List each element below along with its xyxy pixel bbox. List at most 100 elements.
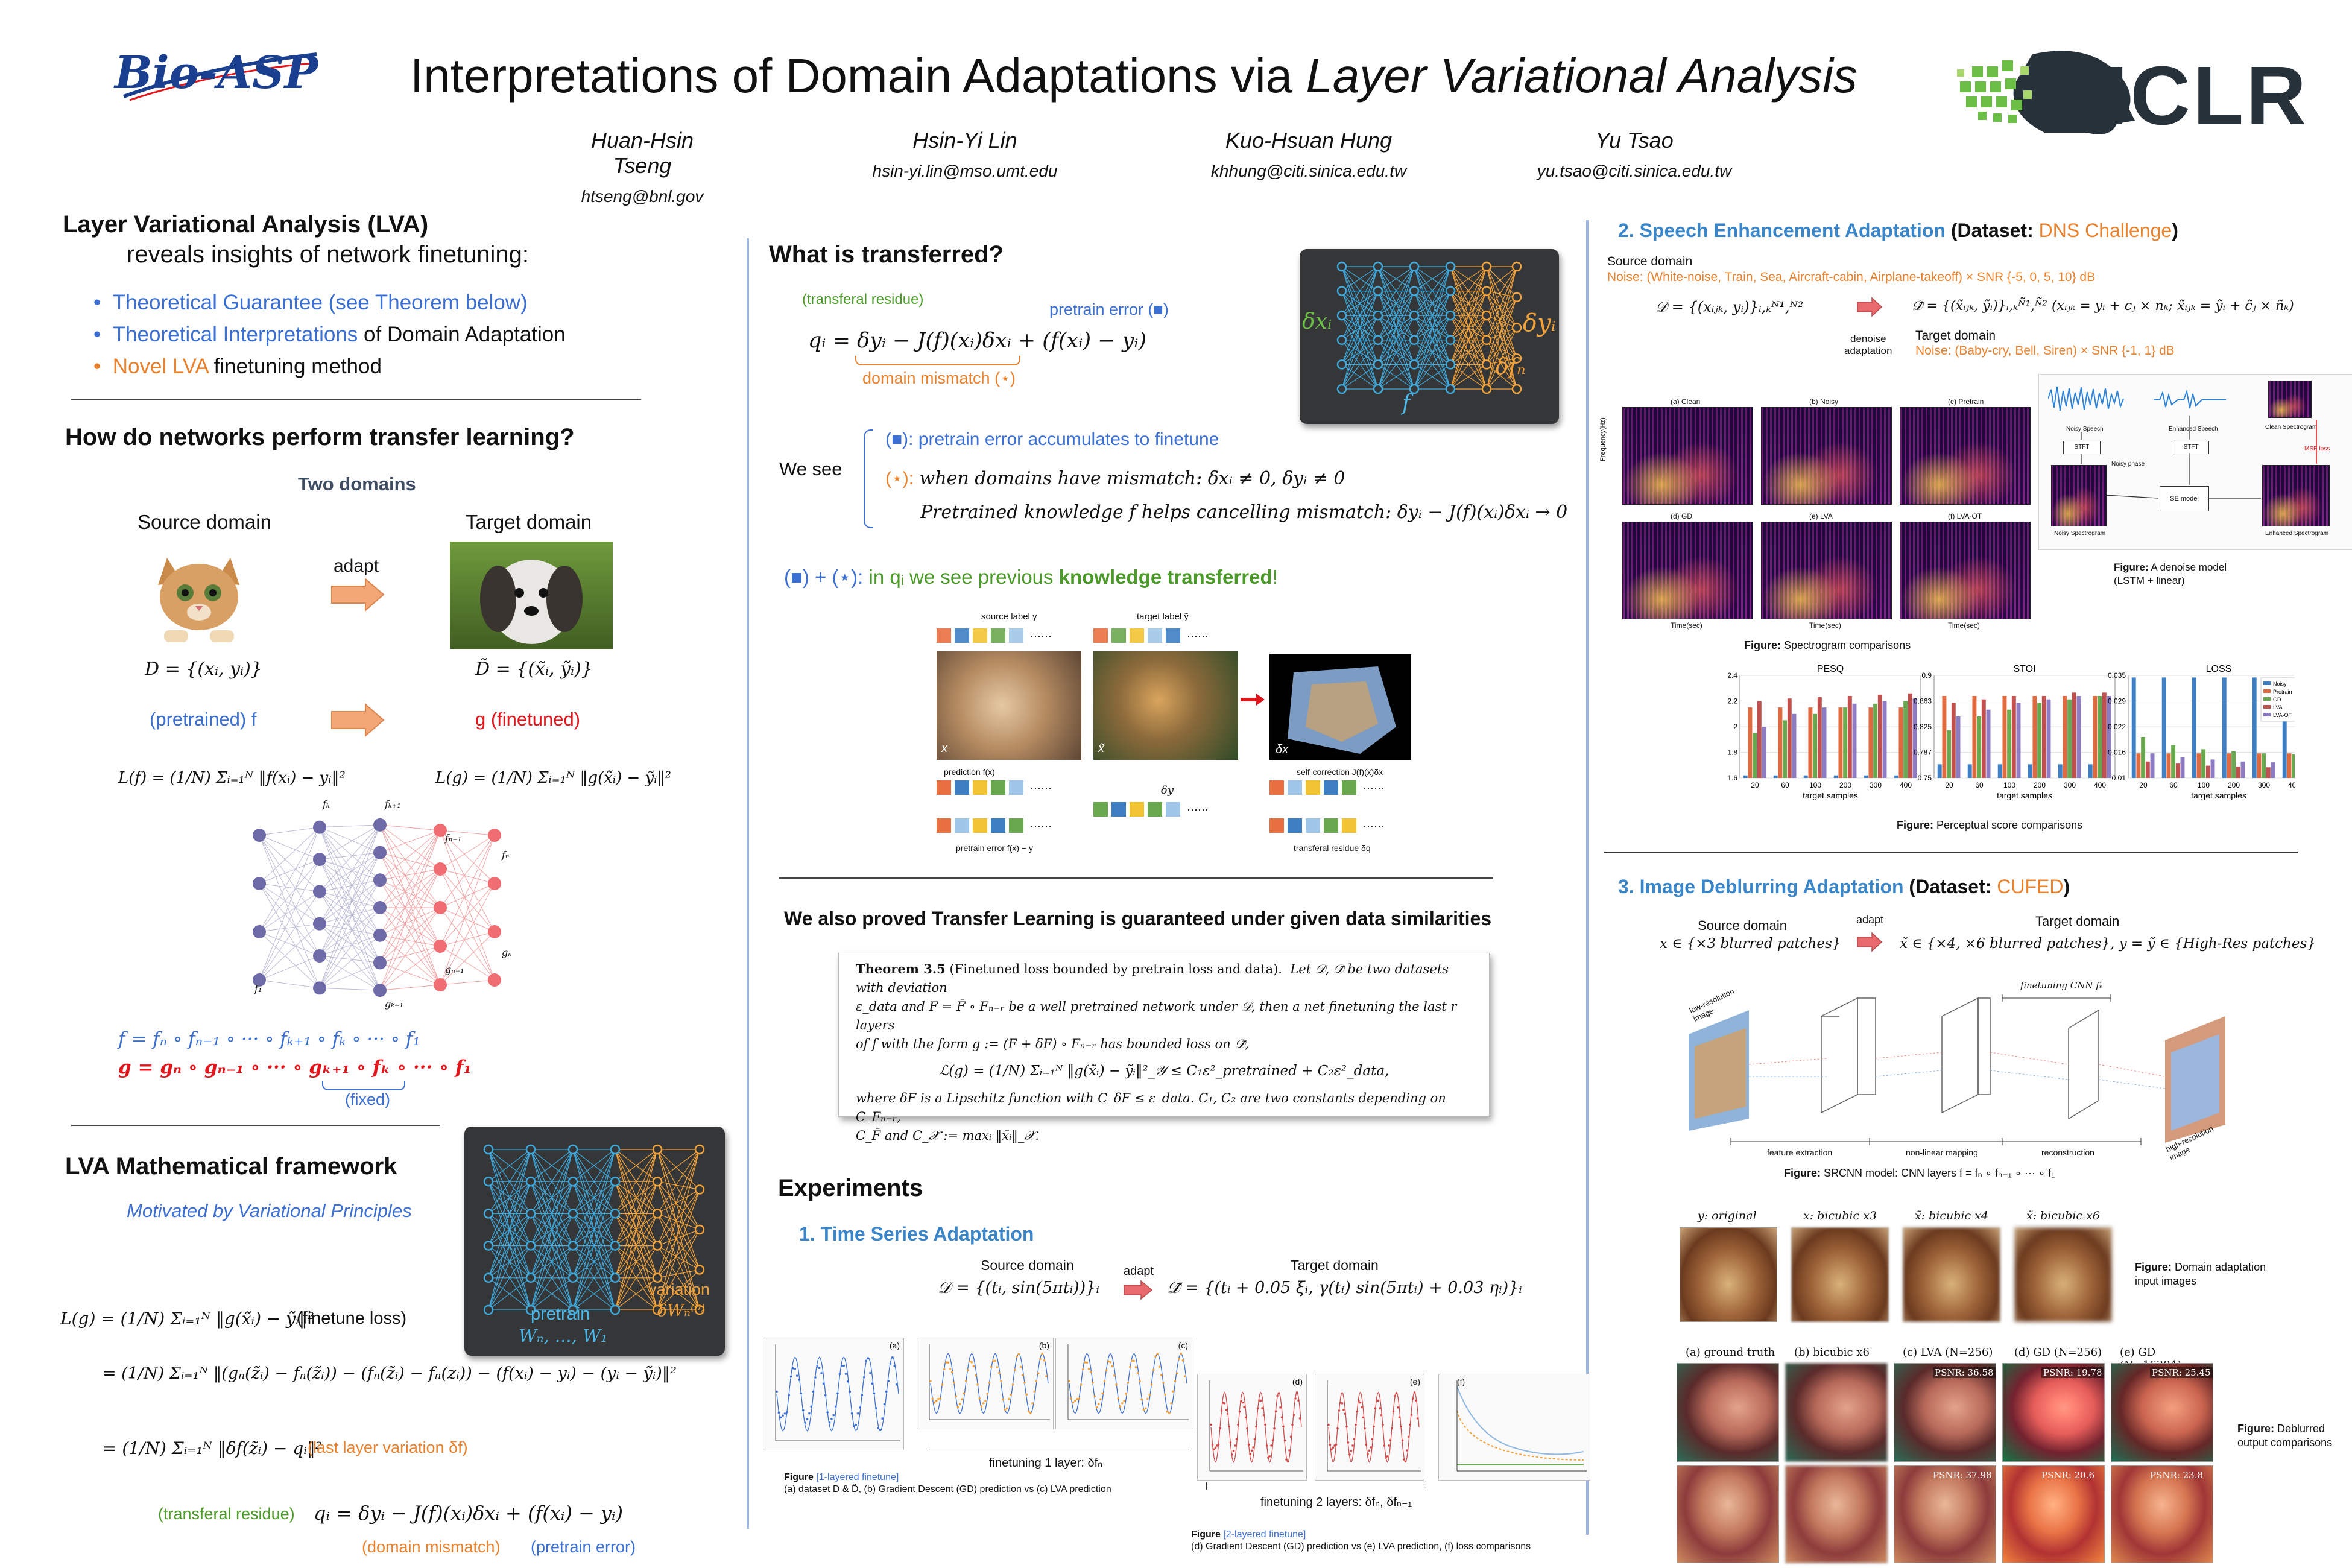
token-row: ······ bbox=[937, 627, 1081, 647]
legend-swatch bbox=[2263, 689, 2271, 693]
cat-icon bbox=[158, 558, 239, 642]
author-email: htseng@bnl.gov bbox=[581, 187, 704, 206]
x-axis-label: target samples bbox=[1803, 791, 1858, 800]
token-row: ······ bbox=[1269, 817, 1414, 837]
se-target-label: Target domain bbox=[1915, 329, 1996, 343]
bar-gd bbox=[2231, 751, 2236, 778]
author-block-4: Yu Tsao yu.tsao@citi.sinica.edu.tw bbox=[1520, 128, 1749, 181]
bar-pretrain bbox=[1838, 707, 1843, 778]
bar-gd bbox=[1843, 707, 1848, 778]
bar-pretrain bbox=[2227, 753, 2231, 778]
y-tick-label: 2.4 bbox=[1727, 671, 1737, 680]
theorem-box: Theorem 3.5 (Finetuned loss bounded by p… bbox=[838, 953, 1490, 1143]
x-tick-label: 100 bbox=[2003, 781, 2015, 789]
svg-text:······: ······ bbox=[1363, 782, 1385, 794]
diag-target-label: target label ỹ bbox=[1137, 612, 1189, 622]
legend-label: Pretrain bbox=[2273, 689, 2292, 695]
bar-lva bbox=[1877, 694, 1882, 778]
pretrain-error-note: (pretrain error) bbox=[531, 1538, 636, 1556]
bar-chart-pesq: PESQ 1.6 1.8 2 2.2 2.4 20 60 100 200 300 400 target … bbox=[1727, 664, 1921, 800]
source-domain-label: Source domain bbox=[138, 511, 271, 533]
token-row-icon: ······ bbox=[1269, 818, 1385, 833]
x-tick-label: 400 bbox=[1900, 781, 1912, 789]
input-bicubic-x6 bbox=[2014, 1227, 2112, 1322]
bar-gd bbox=[2292, 754, 2297, 778]
author-name: Hsin-Yi Lin bbox=[912, 128, 1017, 153]
chart-title: STOI bbox=[2013, 664, 2035, 674]
bar-gd bbox=[2067, 699, 2072, 778]
token-row: ······ bbox=[1269, 779, 1414, 799]
y-tick-label: 0.9 bbox=[1921, 671, 1932, 680]
delta-x-photo bbox=[1269, 654, 1411, 760]
divider bbox=[1604, 852, 2298, 853]
srcnn-icon bbox=[1689, 994, 2225, 1145]
diag-dx: δx bbox=[1276, 743, 1289, 756]
bar-lva-ot bbox=[1792, 713, 1797, 778]
se-source-noise: Noise: (White-noise, Train, Sea, Aircraf… bbox=[1607, 270, 2096, 284]
svg-text:······: ······ bbox=[1030, 630, 1052, 642]
perceptual-bar-charts: PESQ 1.6 1.8 2 2.2 2.4 20 60 100 200 300 400 target … bbox=[1727, 664, 2310, 800]
bar-gd bbox=[1813, 713, 1818, 778]
ts-adapt-label: adapt bbox=[1124, 1265, 1154, 1278]
img-source-label: Source domain bbox=[1698, 918, 1787, 933]
motivated-label: Motivated by Variational Principles bbox=[127, 1200, 412, 1221]
loss-g-eq: L(g) = (1/N) Σᵢ₌₁ᴺ ‖g(x̃ᵢ) − ỹᵢ‖² bbox=[435, 769, 671, 787]
red-arrow-icon bbox=[1124, 1280, 1153, 1300]
input-caption: Figure: Domain adaptation input images bbox=[2135, 1261, 2266, 1287]
bar-pretrain bbox=[1808, 707, 1813, 778]
divider bbox=[71, 399, 641, 400]
istft-box: iSTFT bbox=[2172, 441, 2209, 454]
red-arrow-icon bbox=[1241, 694, 1265, 706]
finetune-loss-note: (finetune loss) bbox=[297, 1309, 407, 1328]
bar-pretrain bbox=[1898, 707, 1903, 778]
y-tick-label: 0.01 bbox=[2112, 774, 2126, 782]
bar-pretrain bbox=[1748, 707, 1753, 778]
bio-asp-logo-text: Bio-ASP bbox=[115, 47, 318, 99]
bullet-rest: finetuning method bbox=[207, 355, 382, 378]
red-arrow-icon bbox=[1857, 932, 1883, 952]
bar-lva bbox=[2236, 766, 2240, 778]
svg-text:······: ······ bbox=[1187, 803, 1209, 815]
right-arrow-icon bbox=[331, 577, 385, 612]
output-gt-2 bbox=[1677, 1465, 1779, 1563]
how-title: How do networks perform transfer learnin… bbox=[65, 424, 575, 450]
svg-text:······: ······ bbox=[1363, 820, 1385, 832]
output-caption: Figure: Deblurred output comparisons bbox=[2237, 1423, 2333, 1449]
denoise-model-diagram: Noisy Speech Enhanced Speech Clean Spect… bbox=[2038, 374, 2352, 550]
diag-transferal: transferal residue δq bbox=[1294, 843, 1371, 853]
y-tick-label: 2.2 bbox=[1727, 697, 1737, 706]
x-tick-label: 60 bbox=[2169, 781, 2178, 789]
iclr-head-icon bbox=[1957, 51, 2135, 134]
bar-noisy bbox=[2252, 677, 2257, 778]
bullet-item: • Theoretical Guarantee (see Theorem bel… bbox=[93, 291, 528, 314]
y-tick-label: 0.029 bbox=[2108, 697, 2126, 706]
bar-gd bbox=[1873, 703, 1878, 778]
spectrogram-noisy bbox=[1761, 407, 1892, 505]
author-email: khhung@citi.sinica.edu.tw bbox=[1210, 162, 1407, 180]
bar-lva bbox=[2175, 763, 2180, 778]
bar-pretrain bbox=[2257, 753, 2262, 778]
x-tick-label: 100 bbox=[1809, 781, 1821, 789]
bar-gd bbox=[1753, 733, 1757, 778]
x-tick-label: 200 bbox=[1839, 781, 1851, 789]
nn-label-fn: fₙ bbox=[502, 849, 510, 861]
svg-text:······: ······ bbox=[1030, 782, 1052, 794]
bullet-colored: Theoretical Guarantee (see Theorem below… bbox=[112, 291, 528, 314]
bar-lva bbox=[2072, 692, 2076, 778]
variation-symbol: δWₙ⁽⁰⁾ bbox=[657, 1301, 706, 1320]
legend-swatch bbox=[2263, 681, 2271, 685]
bar-lva-ot bbox=[1762, 727, 1766, 778]
bar-gd bbox=[2098, 696, 2102, 778]
lva-subtitle: reveals insights of network finetuning: bbox=[127, 241, 530, 268]
clean-spectrogram-thumb bbox=[2268, 381, 2312, 418]
bar-lva bbox=[1908, 693, 1912, 778]
f-to-g-arrow bbox=[330, 703, 385, 740]
token-row-icon: ······ bbox=[1269, 780, 1385, 795]
bar-pretrain bbox=[2136, 753, 2141, 778]
ft1-bracket bbox=[929, 1443, 1189, 1450]
source-dataset-def: D = {(xᵢ, yᵢ)} bbox=[145, 659, 262, 680]
token-row-icon: ······ bbox=[937, 628, 1052, 643]
bar-pretrain bbox=[2166, 753, 2171, 778]
legend-label: GD bbox=[2273, 697, 2281, 703]
column-divider-right bbox=[1586, 220, 1589, 1535]
